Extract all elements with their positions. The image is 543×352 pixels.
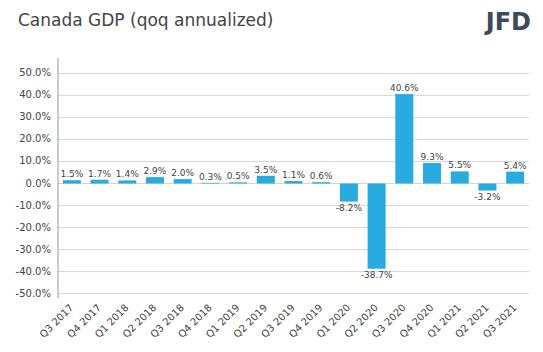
grid-line — [58, 95, 529, 96]
y-tick-label: 30.0% — [19, 111, 51, 122]
y-tick-label: -10.0% — [16, 200, 51, 211]
bar — [312, 182, 330, 183]
y-tick-label: -20.0% — [16, 222, 51, 233]
bar — [229, 182, 247, 183]
data-label: 1.4% — [116, 169, 139, 179]
y-tick-label: -50.0% — [16, 288, 51, 299]
bar — [63, 180, 81, 183]
bar — [284, 181, 302, 183]
bar — [506, 172, 524, 184]
data-label: -8.2% — [336, 203, 363, 213]
bar — [423, 163, 441, 183]
data-label: 40.6% — [390, 83, 419, 93]
data-label: 2.9% — [144, 166, 167, 176]
x-tick-labels: Q3 2017Q4 2017Q1 2018Q2 2018Q3 2018Q4 20… — [37, 302, 518, 340]
data-label: -3.2% — [474, 192, 501, 202]
data-label: 2.0% — [171, 168, 194, 178]
grid-line — [58, 139, 529, 140]
data-labels: 1.5% 1.7% 1.4% 2.9% 2.0% 0.3% 0.5% 3.5% 1.1% 0.6%… — [60, 83, 527, 280]
grid-line — [58, 293, 529, 294]
bar — [201, 182, 219, 184]
grid-line — [58, 73, 529, 74]
data-label: 5.4% — [504, 161, 527, 171]
bar — [340, 184, 358, 202]
grid-line — [58, 117, 529, 118]
grid-line — [58, 205, 529, 206]
data-label: 1.5% — [60, 169, 83, 179]
bar — [146, 177, 164, 183]
bars — [63, 94, 524, 269]
grid-line — [58, 249, 529, 250]
y-tick-label: 0.0% — [26, 178, 51, 189]
grid — [58, 73, 529, 293]
y-tick-label: -30.0% — [16, 244, 51, 255]
chart-svg: Canada GDP (qoq annualized) JFD -50.0% -40.… — [0, 0, 543, 352]
y-tick-label: 40.0% — [19, 89, 51, 100]
bar — [478, 184, 496, 191]
bar — [395, 94, 413, 183]
title: Canada GDP (qoq annualized) — [18, 10, 273, 30]
data-label: 1.1% — [282, 170, 305, 180]
data-label: 5.5% — [448, 160, 471, 170]
grid-line — [58, 271, 529, 272]
bar — [257, 176, 275, 184]
data-label: 3.5% — [254, 165, 277, 175]
chart-container: Canada GDP (qoq annualized) JFD -50.0% -40.… — [0, 0, 543, 352]
y-tick-label: 10.0% — [19, 155, 51, 166]
y-tick-label: 50.0% — [19, 67, 51, 78]
data-label: -38.7% — [361, 270, 393, 280]
bar — [118, 180, 136, 183]
bar — [368, 184, 386, 269]
y-tick-label: 20.0% — [19, 133, 51, 144]
bar — [174, 179, 192, 183]
data-label: 0.6% — [310, 171, 333, 181]
y-tick-labels: -50.0% -40.0% -30.0% -20.0% -10.0% 0.0% 10.0% 2… — [16, 67, 51, 298]
data-label: 0.5% — [227, 171, 250, 181]
grid-line — [58, 227, 529, 228]
data-label: 0.3% — [199, 172, 222, 182]
y-tick-label: -40.0% — [16, 266, 51, 277]
data-label: 9.3% — [421, 152, 444, 162]
bar — [91, 180, 109, 184]
data-label: 1.7% — [88, 169, 111, 179]
x-tick-label: Q3 2021 — [481, 302, 519, 340]
bar — [451, 171, 469, 183]
y-axis-line — [58, 58, 59, 298]
annotation: JFD — [484, 8, 531, 36]
